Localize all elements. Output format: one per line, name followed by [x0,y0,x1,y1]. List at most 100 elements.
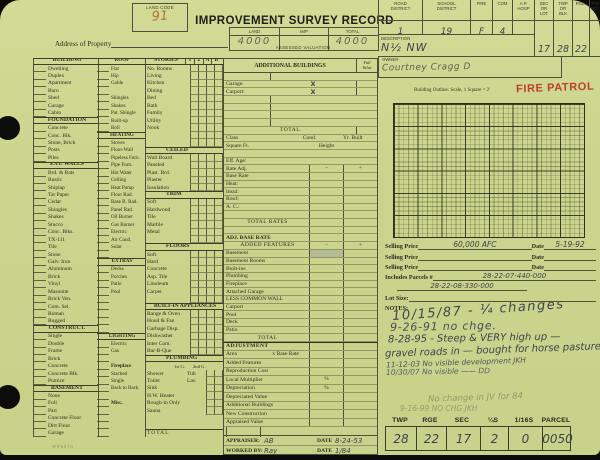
rge-value: 22 [574,44,588,55]
write-in-line [34,283,46,289]
mid-row: Depreciated Value [224,393,377,402]
checklist-row: EXT. WALLS [34,161,98,170]
full-value-cell [270,103,291,111]
parcels-row: Includes Parcels # 28-22-07-440-000 [385,271,596,282]
mid-row: Basement [224,249,377,258]
checklist-row: Sink [145,384,223,393]
selling-date-value [544,269,596,271]
write-in-line [97,410,109,415]
checklist-row: Living [145,72,223,80]
mid-rows: Garage: X Carport: X [224,73,377,437]
selling-price-row: Selling Price 60,000 AFC Date 5-19-92 [385,240,596,251]
checklist-row: Patio [97,281,145,289]
write-in-line [34,402,46,408]
write-in-line [97,253,109,259]
imp-value [279,36,328,50]
mid-row: Garage: X [224,80,377,89]
col-road-district: ROAD DISTRICT [378,0,422,21]
value-cells [190,317,223,326]
notes-label: NOTES: [385,305,409,313]
write-in-line [34,157,46,162]
valuation-col-land: LAND [248,29,261,34]
mid-row: Pool [224,311,377,319]
checklist-row [97,325,145,333]
checklist-row: STORIES 1 2 A B [145,57,223,65]
checklist-row: Pumice [34,377,98,385]
mid-row: Base Rate [224,172,377,181]
checklist-row: TOTAL [145,429,223,436]
building-checklist-column: BUILDING Dwelling Duplex Apartment Barn Shed G… [33,57,99,437]
write-in-line [97,231,109,236]
valuation-col-imp: IMP [279,28,328,35]
checklist-row: Shakes [34,214,98,222]
selling-price-value [418,259,532,261]
value-cells [190,183,223,192]
checklist-row: Built-up [97,117,145,125]
mid-row: ADJ. BASE RATE [224,234,377,243]
mid-row [224,96,377,104]
checklist-row: Conc. Blks. [34,229,98,236]
checklist-row: Garbage Disp. [145,325,223,333]
checklist-row [145,236,223,244]
full-value-cell [356,88,377,96]
checklist-row: Plaster [145,176,223,184]
checklist-row: Cedar [34,199,98,207]
write-in-line [97,90,109,95]
checklist-row: Garage [34,429,98,437]
write-in-line [34,268,46,274]
write-in-line [34,97,46,103]
value-cells [190,176,223,184]
checklist-row [97,422,145,430]
checklist-row: Fireplace [97,362,145,370]
mid-row: ADDED FEATURES − + [224,242,377,250]
checklist-row: Concrete Floor [34,415,98,422]
write-in-line [34,335,46,341]
mid-row: Heat: [224,180,377,189]
value-cells [190,139,223,147]
faint-note-line: 9-16-99 NO CHG JKH [400,404,478,413]
write-in-line [34,127,46,132]
checklist-row: Shed [34,95,98,103]
write-in-line [34,432,46,437]
write-in-line [97,305,109,311]
checklist-row: TRIM [145,191,223,199]
owner-label: OWNER [382,57,399,62]
checklist-row: H.W. Heater [145,392,223,400]
value-cells [190,273,223,281]
checklist-row: Toilet Lav. [145,377,223,385]
mid-row: TOTAL RATES [224,219,377,227]
checklist-row: Brick [34,355,98,363]
value-cells [190,295,223,303]
value-cells [190,79,223,88]
owner-field: OWNER Courtney Cragg D [378,56,562,78]
checklist-row: Duplex [34,72,98,80]
checklist-row: Stucco [34,221,98,229]
checklist-row [97,318,145,326]
write-in-line [97,268,109,274]
write-in-line [97,164,109,170]
sec-cell: 17 [446,427,480,450]
col-rge: RGE. [572,0,589,21]
write-in-line [97,328,109,333]
checklist-row [145,139,223,147]
checklist-row: Hip [97,72,145,80]
checklist-row: TX-111 [34,236,98,244]
checklist-row [145,415,223,422]
date-label: Date [531,243,544,251]
mid-row: ADJUSTMENT [224,342,377,351]
mid-row: Local Multiplier % [224,376,377,385]
worked-by-value: Ray [264,446,278,455]
write-in-line [97,67,109,73]
value-cells [190,154,223,162]
checklist-row: Gas Burner [97,221,145,229]
col-ap-hosp: A.P. HOSP [512,0,534,21]
checklist-row: Range & Oven [145,310,223,318]
checklist-row: Tile [34,243,98,251]
mid-row: New Construction [224,410,377,419]
checklist-row: Carpet [145,288,223,296]
checklist-row [97,296,145,303]
land-code-label: LAND CODE [146,5,174,10]
write-in-line [34,350,46,355]
checklist-row: Panel Rad. [97,206,145,214]
write-in-line [34,320,46,326]
